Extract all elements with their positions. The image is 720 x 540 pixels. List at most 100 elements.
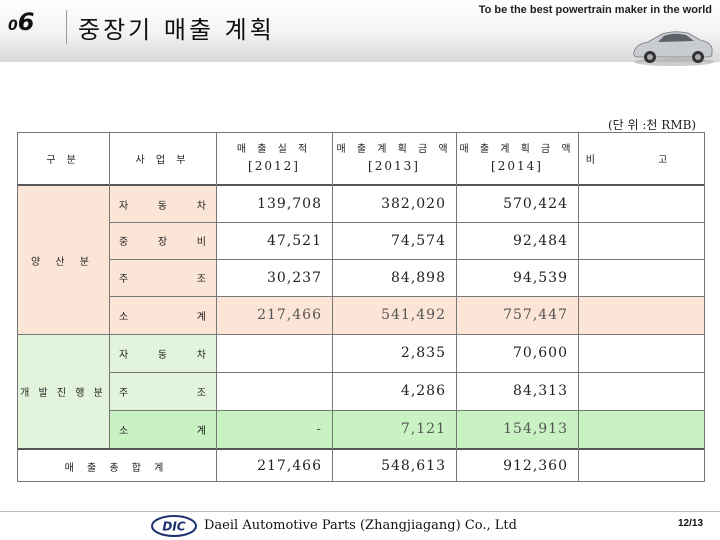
cell-2012: 139,708 (216, 186, 332, 222)
cell-2012: - (216, 410, 332, 448)
grid-line (578, 132, 579, 482)
grid-line (704, 132, 705, 482)
cell-note (578, 410, 705, 448)
row-char: 조 (196, 387, 206, 399)
header-plan-2013-year: [2013] (368, 159, 420, 173)
row-char: 계 (196, 311, 206, 323)
cell-2013: 74,574 (332, 222, 456, 259)
header-division: 사 업 부 (109, 132, 216, 184)
row-char: 비 (196, 237, 206, 248)
row-char: 장 (157, 237, 168, 248)
row-char: 조 (196, 274, 206, 285)
company-name: Daeil Automotive Parts (Zhangjiagang) Co… (204, 518, 517, 533)
total-label: 매 출 총 합 계 (17, 450, 216, 482)
row-char: 자 (119, 349, 129, 361)
total-separator (17, 448, 705, 450)
table-border-top (17, 132, 705, 133)
cell-note (578, 186, 705, 222)
section-number-six: 6 (17, 8, 35, 36)
cell-2013: 541,492 (332, 296, 456, 334)
cell-note (578, 259, 705, 296)
header-gubun: 구 분 (17, 132, 109, 184)
cell-note (578, 372, 705, 410)
section-divider (66, 10, 67, 44)
row-char: 자 (119, 200, 129, 212)
cell-2014: 154,913 (456, 410, 578, 448)
header-plan-2014: 매 출 계 획 금 액 [2014] (456, 132, 578, 184)
header-sales-actual-label: 매 출 실 적 (236, 144, 312, 155)
cell-2013: 382,020 (332, 186, 456, 222)
grid-line (109, 259, 705, 260)
grid-line (17, 132, 18, 482)
total-note (578, 450, 705, 482)
cell-2014: 94,539 (456, 259, 578, 296)
grid-line (109, 296, 705, 297)
header-separator (17, 184, 705, 186)
sales-plan-table: 구 분 사 업 부 매 출 실 적 [2012] 매 출 계 획 금 액 [2013… (17, 132, 705, 482)
grid-line (109, 372, 705, 373)
cell-2014: 84,313 (456, 372, 578, 410)
row-char: 소 (119, 311, 129, 323)
cell-2014: 757,447 (456, 296, 578, 334)
cell-2013: 7,121 (332, 410, 456, 448)
cell-2012 (216, 372, 332, 410)
grid-line (109, 222, 705, 223)
cell-2012 (216, 334, 332, 372)
grid-line (332, 132, 333, 482)
cell-note (578, 334, 705, 372)
header-sales-actual: 매 출 실 적 [2012] (216, 132, 332, 184)
table-border-bottom (17, 481, 705, 482)
row-char: 주 (119, 274, 129, 285)
header-plan-2013: 매 출 계 획 금 액 [2013] (332, 132, 456, 184)
row-char: 계 (196, 425, 206, 437)
cell-note (578, 296, 705, 334)
unit-label: (단 위 :천 RMB) (608, 118, 697, 132)
cell-2014: 570,424 (456, 186, 578, 222)
page-title: 중장기 매출 계획 (78, 16, 275, 44)
header-sales-actual-year: [2012] (248, 159, 300, 173)
grid-line (109, 410, 705, 411)
grid-line (17, 334, 705, 335)
slide-header: 06 중장기 매출 계획 To be the best powertrain m… (0, 0, 720, 66)
row-char: 주 (119, 387, 129, 399)
total-2013: 548,613 (332, 450, 456, 482)
row-char: 차 (196, 200, 206, 212)
cell-2014: 70,600 (456, 334, 578, 372)
grid-line (109, 132, 110, 448)
section-number-zero: 0 (8, 18, 18, 34)
cell-2012: 217,466 (216, 296, 332, 334)
grid-line (456, 132, 457, 482)
header-note: 비 고 (578, 132, 705, 184)
group-mass-production: 양 산 분 (17, 186, 109, 334)
page-number: 12/13 (678, 518, 704, 529)
total-2012: 217,466 (216, 450, 332, 482)
group-development: 개 발 진 행 분 (17, 334, 109, 448)
logo-text: DIC (162, 520, 185, 534)
cell-2013: 2,835 (332, 334, 456, 372)
row-char: 동 (157, 200, 168, 212)
header-plan-2014-year: [2014] (491, 159, 543, 173)
cell-note (578, 222, 705, 259)
header-plan-2013-label: 매 출 계 획 금 액 (336, 144, 452, 155)
total-2014: 912,360 (456, 450, 578, 482)
cell-2013: 84,898 (332, 259, 456, 296)
cell-2013: 4,286 (332, 372, 456, 410)
cell-2014: 92,484 (456, 222, 578, 259)
car-image (633, 31, 714, 66)
header-plan-2014-label: 매 출 계 획 금 액 (459, 144, 575, 155)
company-logo: DIC (151, 515, 197, 537)
slogan: To be the best powertrain maker in the w… (478, 4, 712, 16)
row-char: 차 (196, 349, 206, 361)
cell-2012: 47,521 (216, 222, 332, 259)
cell-2012: 30,237 (216, 259, 332, 296)
grid-line (216, 132, 217, 482)
row-char: 동 (157, 349, 168, 361)
section-number: 06 (8, 8, 34, 36)
footer-divider (0, 511, 720, 512)
